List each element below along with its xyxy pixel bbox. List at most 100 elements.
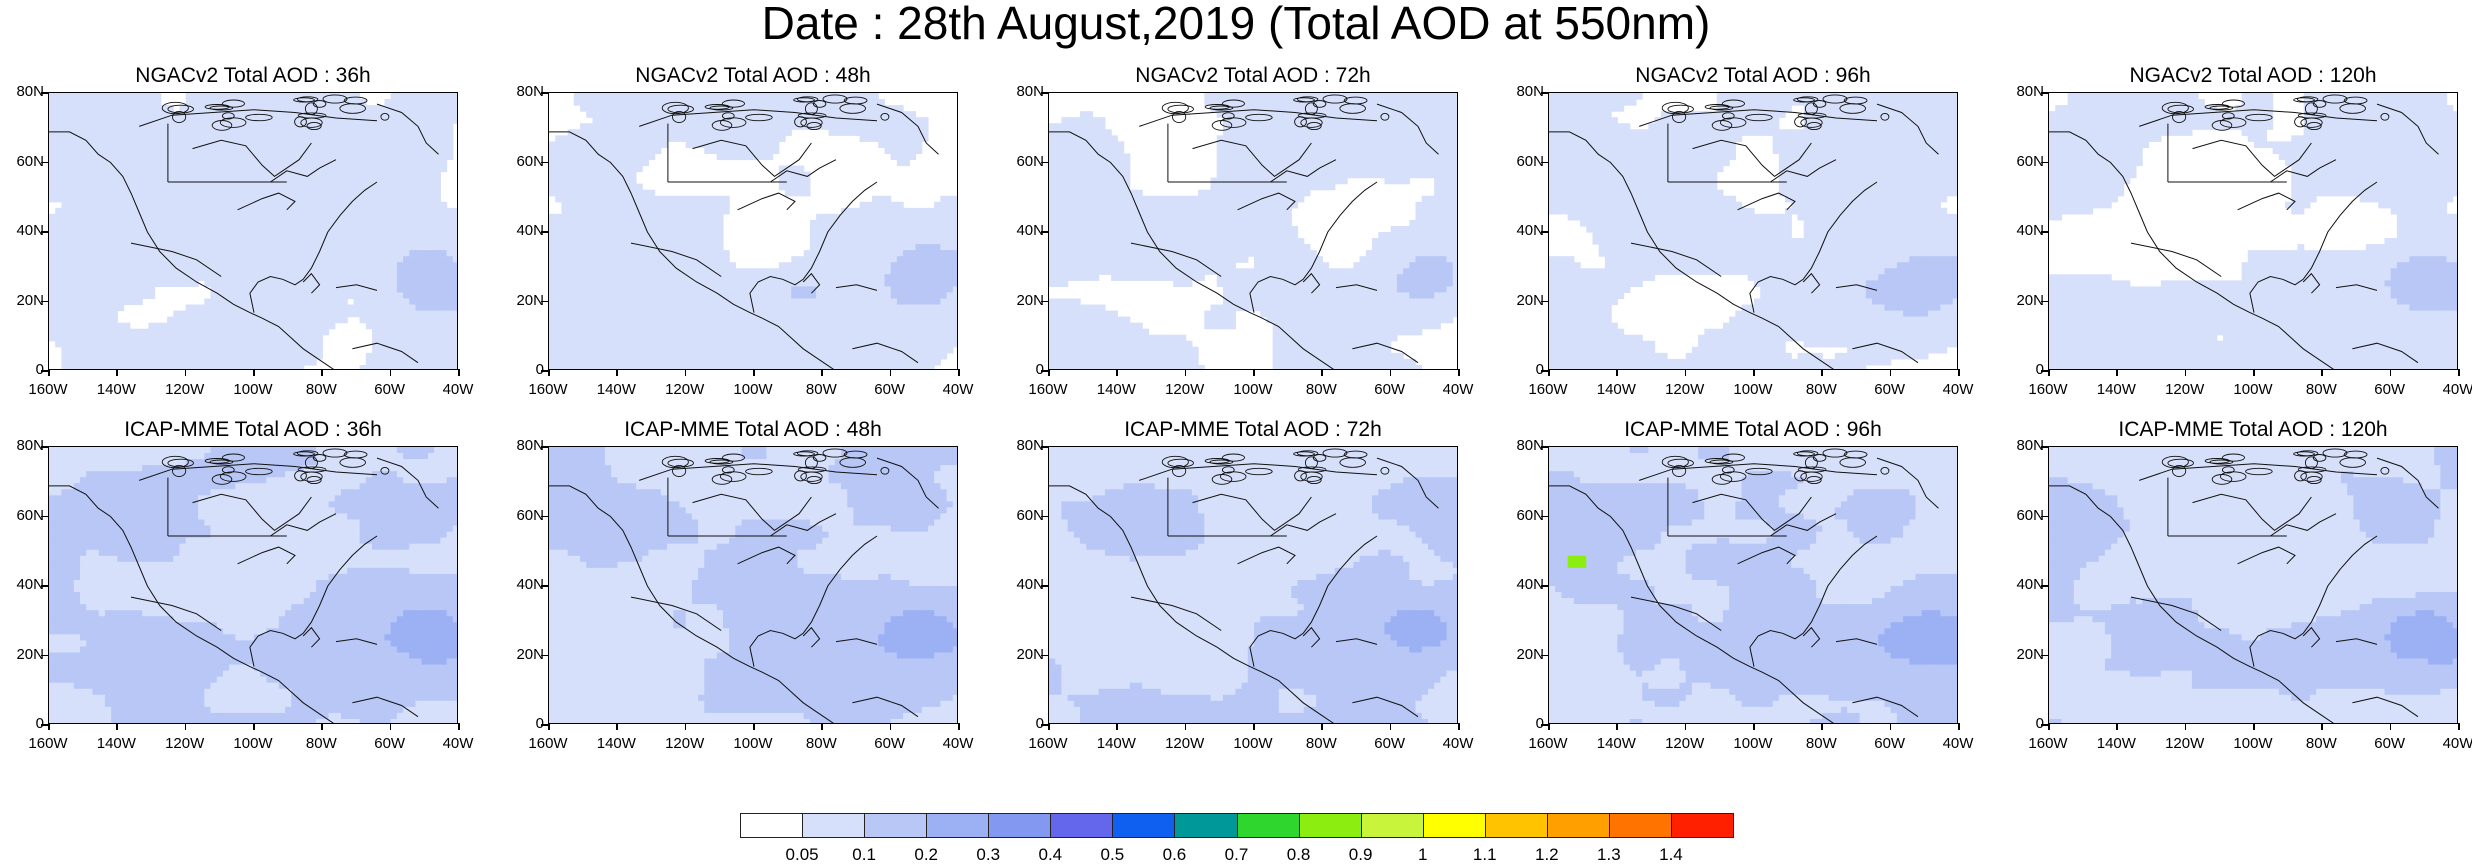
longitude-tick-label: 40W <box>2443 736 2472 752</box>
latitude-tick-label: 60N <box>16 154 44 170</box>
latitude-tick-label: 20N <box>2016 647 2044 663</box>
latitude-tick-label: 20N <box>1516 647 1544 663</box>
longitude-tick-label: 120W <box>165 736 204 752</box>
longitude-tick-label: 80W <box>806 382 837 398</box>
longitude-tick-label: 160W <box>1028 736 1067 752</box>
x-tick-mark <box>321 369 323 376</box>
colorbar-swatch <box>1299 813 1362 838</box>
x-tick-mark <box>1890 369 1892 376</box>
map-plot-area <box>548 92 958 370</box>
longitude-tick-label: 60W <box>874 382 905 398</box>
x-tick-mark <box>1253 369 1255 376</box>
x-tick-mark <box>116 723 118 730</box>
latitude-tick-label: 60N <box>516 154 544 170</box>
map-plot-area <box>48 92 458 370</box>
panel-title: ICAP-MME Total AOD : 48h <box>528 418 978 442</box>
latitude-tick-label: 40N <box>16 223 44 239</box>
colorbar-swatch <box>1361 813 1424 838</box>
longitude-tick-label: 160W <box>1028 382 1067 398</box>
x-tick-mark <box>1048 369 1050 376</box>
panel-title: NGACv2 Total AOD : 96h <box>1528 64 1978 88</box>
longitude-tick-label: 120W <box>665 382 704 398</box>
x-tick-mark <box>2116 723 2118 730</box>
aod-field-map <box>49 447 458 724</box>
x-tick-mark <box>1685 369 1687 376</box>
x-tick-mark <box>2185 369 2187 376</box>
x-tick-mark <box>616 369 618 376</box>
x-tick-mark <box>2253 723 2255 730</box>
longitude-tick-label: 40W <box>2443 382 2472 398</box>
latitude-tick-label: 20N <box>1516 293 1544 309</box>
latitude-tick-label: 80N <box>1516 438 1544 454</box>
colorbar-swatch <box>802 813 865 838</box>
x-tick-mark <box>1616 723 1618 730</box>
x-tick-mark <box>2048 369 2050 376</box>
map-plot-area <box>1048 446 1458 724</box>
latitude-tick-label: 0 <box>1536 362 1544 378</box>
x-tick-mark <box>616 723 618 730</box>
x-tick-mark <box>685 369 687 376</box>
latitude-tick-label: 0 <box>536 362 544 378</box>
x-tick-mark <box>2048 723 2050 730</box>
colorbar-swatch <box>864 813 927 838</box>
latitude-tick-label: 0 <box>36 362 44 378</box>
longitude-tick-label: 80W <box>306 382 337 398</box>
x-tick-mark <box>1753 723 1755 730</box>
x-tick-mark <box>958 369 960 376</box>
panel-title: NGACv2 Total AOD : 120h <box>2028 64 2472 88</box>
longitude-tick-label: 60W <box>2374 382 2405 398</box>
colorbar-swatch <box>1237 813 1300 838</box>
latitude-tick-label: 80N <box>2016 438 2044 454</box>
longitude-tick-label: 40W <box>443 736 474 752</box>
x-tick-mark <box>821 723 823 730</box>
longitude-tick-label: 120W <box>2165 736 2204 752</box>
longitude-tick-label: 40W <box>943 736 974 752</box>
colorbar-tick-label: 1.4 <box>1659 846 1683 864</box>
x-tick-mark <box>458 369 460 376</box>
colorbar-tick-label: 1.1 <box>1473 846 1497 864</box>
colorbar-tick-label: 0.4 <box>1038 846 1062 864</box>
longitude-tick-label: 60W <box>874 736 905 752</box>
colorbar-swatch <box>926 813 989 838</box>
longitude-tick-label: 100W <box>1233 736 1272 752</box>
x-tick-mark <box>185 369 187 376</box>
longitude-tick-label: 80W <box>1806 382 1837 398</box>
x-tick-mark <box>253 723 255 730</box>
longitude-tick-label: 140W <box>597 382 636 398</box>
latitude-tick-label: 40N <box>1516 577 1544 593</box>
colorbar-swatch <box>1609 813 1672 838</box>
latitude-tick-label: 80N <box>1016 84 1044 100</box>
latitude-tick-label: 80N <box>516 84 544 100</box>
longitude-tick-label: 160W <box>2028 736 2067 752</box>
x-tick-mark <box>1185 369 1187 376</box>
x-tick-mark <box>2253 369 2255 376</box>
longitude-tick-label: 140W <box>97 736 136 752</box>
latitude-tick-label: 80N <box>16 84 44 100</box>
colorbar-swatch <box>1485 813 1548 838</box>
x-tick-mark <box>1753 369 1755 376</box>
map-plot-area <box>48 446 458 724</box>
x-tick-mark <box>1321 369 1323 376</box>
longitude-tick-label: 60W <box>1374 382 1405 398</box>
x-tick-mark <box>390 369 392 376</box>
x-tick-mark <box>390 723 392 730</box>
longitude-tick-label: 160W <box>1528 382 1567 398</box>
x-tick-mark <box>1390 369 1392 376</box>
x-tick-mark <box>753 723 755 730</box>
panel-title: NGACv2 Total AOD : 72h <box>1028 64 1478 88</box>
longitude-tick-label: 120W <box>665 736 704 752</box>
longitude-tick-label: 60W <box>1874 382 1905 398</box>
map-plot-area <box>1548 446 1958 724</box>
longitude-tick-label: 100W <box>233 736 272 752</box>
latitude-tick-label: 40N <box>2016 223 2044 239</box>
x-tick-mark <box>116 369 118 376</box>
colorbar-tick-label: 0.1 <box>852 846 876 864</box>
longitude-tick-label: 60W <box>1374 736 1405 752</box>
colorbar-tick-label: 0.5 <box>1101 846 1125 864</box>
latitude-tick-label: 40N <box>1016 577 1044 593</box>
